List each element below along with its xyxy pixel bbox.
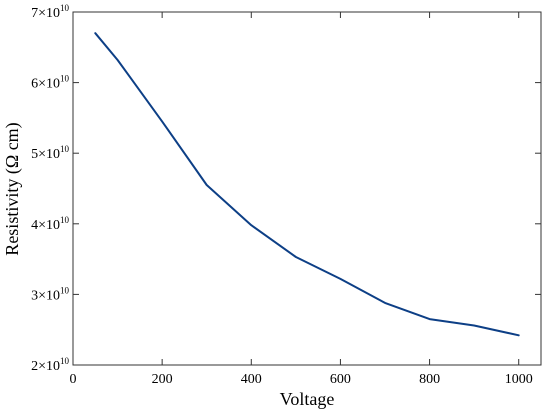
y-tick-label: 7×1010	[31, 3, 69, 21]
y-tick-exponent: 10	[60, 285, 70, 295]
series-line-0	[94, 32, 520, 337]
x-tick-label: 1000	[505, 372, 533, 387]
x-axis-label: Voltage	[280, 389, 335, 409]
y-axis-label: Resistivity (Ω cm)	[2, 122, 23, 255]
series-layer	[94, 32, 520, 337]
y-tick-label: 4×1010	[31, 215, 69, 233]
plot-frame	[72, 11, 542, 366]
x-tick-label: 0	[70, 372, 77, 387]
y-tick-label: 3×1010	[31, 285, 69, 303]
y-tick-mantissa: 3×10	[31, 288, 60, 303]
y-tick-mantissa: 2×10	[31, 359, 60, 374]
y-tick-exponent: 10	[60, 144, 70, 154]
y-tick-mantissa: 4×10	[31, 218, 60, 233]
y-tick-exponent: 10	[60, 74, 70, 84]
x-tick-label: 200	[152, 372, 173, 387]
x-tick-label: 800	[419, 372, 440, 387]
y-tick-label: 6×1010	[31, 74, 69, 92]
y-tick-mantissa: 7×10	[31, 6, 60, 21]
x-tick-label: 400	[241, 372, 262, 387]
x-axis: 0 200 400 600 800 1000	[70, 12, 533, 387]
y-tick-exponent: 10	[60, 3, 70, 13]
y-tick-label: 5×1010	[31, 144, 69, 162]
y-tick-exponent: 10	[60, 356, 70, 366]
y-tick-mantissa: 6×10	[31, 77, 60, 92]
x-tick-label: 600	[330, 372, 351, 387]
y-tick-exponent: 10	[60, 215, 70, 225]
y-tick-mantissa: 5×10	[31, 147, 60, 162]
y-tick-label: 2×1010	[31, 356, 69, 374]
